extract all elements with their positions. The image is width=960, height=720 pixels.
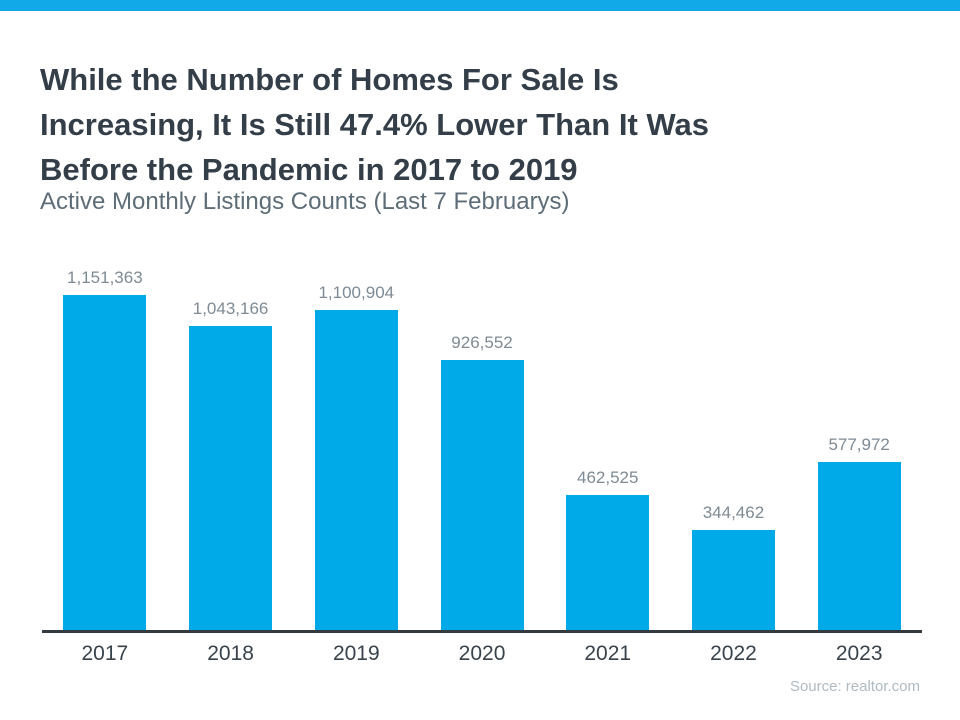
bar-slot: 577,972 — [796, 268, 922, 630]
bar — [189, 326, 273, 630]
year-label: 2021 — [584, 642, 632, 665]
year-label: 2023 — [835, 642, 883, 665]
bar-value-label: 926,552 — [451, 333, 513, 352]
bar-slot: 1,043,166 — [168, 268, 294, 630]
bar-slot: 462,525 — [545, 268, 671, 630]
page-title-line: Increasing, It Is Still 47.4% Lower Than… — [40, 106, 709, 142]
x-axis-line — [42, 630, 922, 633]
page-title: While the Number of Homes For Sale Is In… — [40, 57, 900, 192]
page-title-line: While the Number of Homes For Sale Is — [40, 61, 619, 97]
bar-chart: 1,151,363 1,043,166 1,100,904 926,552 462,52… — [42, 268, 922, 666]
year-label: 2019 — [332, 642, 380, 665]
year-label: 2020 — [458, 642, 506, 665]
page-title-line: Before the Pandemic in 2017 to 2019 — [40, 151, 578, 187]
bar-value-label: 1,043,166 — [192, 299, 269, 318]
bar — [314, 310, 398, 630]
source-attribution: Source: realtor.com — [789, 678, 920, 695]
top-accent-bar — [0, 0, 960, 11]
year-label: 2022 — [710, 642, 757, 665]
bar-slot: 1,100,904 — [293, 268, 419, 630]
bar-slot: 1,151,363 — [42, 268, 168, 630]
x-axis-labels: 2017 2018 2019 2020 2021 2022 2023 — [42, 633, 922, 666]
year-label: 2017 — [81, 642, 129, 665]
bar-value-label: 1,151,363 — [67, 268, 143, 287]
bar-value-label: 577,972 — [828, 435, 890, 454]
chart-subtitle: Active Monthly Listings Counts (Last 7 F… — [40, 188, 570, 215]
year-label: 2018 — [207, 642, 254, 665]
bar — [566, 495, 650, 630]
bar-value-label: 462,525 — [577, 468, 639, 487]
bar — [440, 360, 524, 630]
bar — [817, 462, 901, 630]
bar-value-label: 344,462 — [702, 503, 765, 522]
bar-value-label: 1,100,904 — [318, 283, 395, 302]
bar — [691, 530, 775, 630]
bar — [63, 295, 147, 630]
bars-row: 1,151,363 1,043,166 1,100,904 926,552 462,52… — [42, 268, 922, 630]
bar-slot: 344,462 — [671, 268, 797, 630]
bar-slot: 926,552 — [419, 268, 545, 630]
